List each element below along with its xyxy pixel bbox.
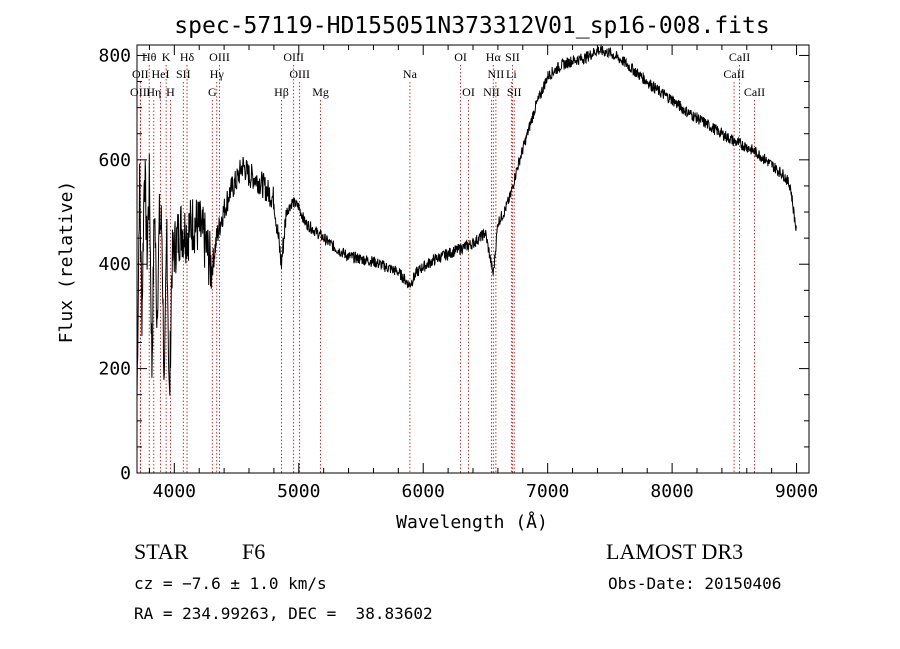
- observation-date: Obs-Date: 20150406: [608, 574, 782, 593]
- ra-dec-coordinates: RA = 234.99263, DEC = 38.83602: [134, 604, 433, 623]
- y-axis-label: Flux (relative): [56, 181, 77, 344]
- y-tick-label: 800: [98, 45, 131, 66]
- y-tick-label: 0: [120, 463, 131, 484]
- chart-title: spec-57119-HD155051N373312V01_sp16-008.f…: [174, 13, 769, 39]
- object-subclass: F6: [242, 539, 266, 564]
- line-marker-label-20: H: [166, 85, 175, 99]
- y-tick-label: 200: [98, 359, 131, 380]
- line-marker-label-13: OIII: [289, 67, 310, 81]
- line-marker-label-15: NII: [488, 67, 505, 81]
- line-marker-label-5: OI: [454, 50, 467, 64]
- y-axis: 0 200 400 600 800: [98, 45, 809, 484]
- line-marker-label-11: SII: [176, 67, 191, 81]
- line-marker-label-18: OIII: [130, 85, 151, 99]
- line-marker-label-8: CaII: [729, 50, 750, 64]
- x-tick-label: 7000: [526, 481, 569, 502]
- x-tick-label: 8000: [650, 481, 693, 502]
- line-marker-label-1: K: [162, 50, 171, 64]
- line-marker-label-0: Hθ: [142, 50, 157, 64]
- y-tick-label: 400: [98, 254, 131, 275]
- line-marker-label-3: OIII: [209, 50, 230, 64]
- line-marker-label-14: Na: [403, 67, 418, 81]
- x-tick-label: 4000: [153, 481, 196, 502]
- x-tick-label: 5000: [277, 481, 320, 502]
- x-tick-label: 6000: [402, 481, 445, 502]
- object-class: STAR: [134, 539, 189, 564]
- survey-name: LAMOST DR3: [606, 539, 744, 564]
- x-axis: 4000 5000 6000 7000 8000 9000: [148, 45, 818, 502]
- flux-series-line: [136, 44, 797, 401]
- x-tick-label: 9000: [775, 481, 818, 502]
- line-marker-label-24: OI: [462, 85, 475, 99]
- line-marker-label-21: G: [208, 85, 217, 99]
- line-marker-label-27: CaII: [744, 85, 765, 99]
- line-marker-label-9: OII: [132, 67, 149, 81]
- line-marker-label-16: Li: [506, 67, 517, 81]
- line-marker-label-25: NII: [483, 85, 500, 99]
- line-marker-label-4: OIII: [283, 50, 304, 64]
- y-tick-label: 600: [98, 150, 131, 171]
- redshift-cz: cz = −7.6 ± 1.0 km/s: [134, 574, 327, 593]
- line-marker-label-2: Hδ: [180, 50, 195, 64]
- line-markers: [139, 65, 755, 473]
- line-marker-label-17: CaII: [723, 67, 744, 81]
- line-marker-label-10: HeI: [152, 67, 170, 81]
- line-marker-label-7: SII: [505, 50, 520, 64]
- line-marker-label-22: Hβ: [274, 85, 289, 99]
- line-marker-label-26: SII: [507, 85, 522, 99]
- line-marker-label-6: Hα: [486, 50, 502, 64]
- plot-frame: [136, 44, 810, 474]
- line-marker-label-23: Mg: [312, 85, 329, 99]
- line-marker-label-19: Hη: [146, 85, 161, 99]
- x-axis-label: Wavelength (Å): [396, 511, 548, 533]
- line-marker-label-12: Hγ: [210, 67, 225, 81]
